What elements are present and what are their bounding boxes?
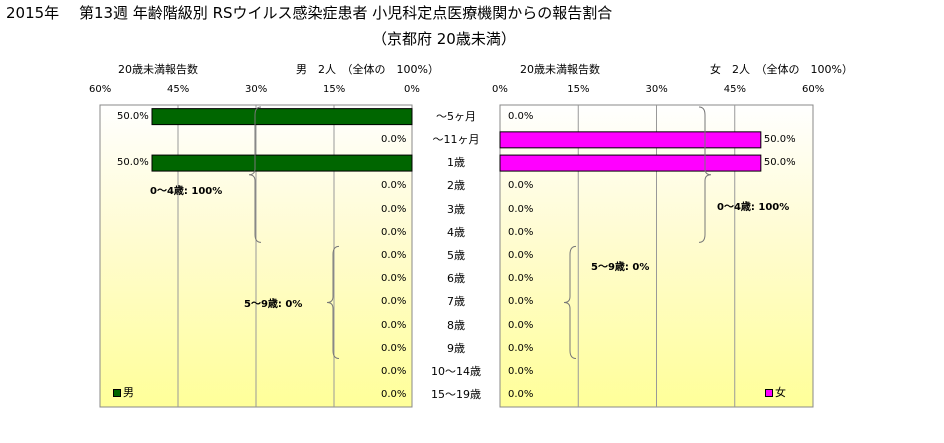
male-value-label: 0.0% [381,319,407,331]
right-summary: 女 2人 （全体の 100%） [710,63,853,76]
left-tick-label: 15% [323,84,346,95]
female-value-label: 0.0% [508,226,534,238]
left-brace-5-9 [326,245,340,360]
right-tick-label: 45% [723,84,746,95]
category-label: ～11ヶ月 [432,132,480,146]
category-label: 10～14歳 [431,365,481,379]
category-label: 7歳 [447,295,465,309]
legend-female: 女 [765,384,786,400]
left-tick-label: 60% [89,84,112,95]
male-value-label: 0.0% [381,273,407,285]
female-value-label: 0.0% [508,296,534,308]
legend-female-label: 女 [775,386,786,399]
male-value-label: 0.0% [381,342,407,354]
right-brace-label-5-9: 5～9歳: 0% [591,262,650,273]
category-label: 4歳 [447,225,465,239]
chart-subtitle: （京都府 20歳未満） [372,30,516,48]
male-value-label: 0.0% [381,296,407,308]
category-label: 3歳 [447,202,465,216]
female-value-label: 50.0% [763,157,796,169]
female-value-label: 0.0% [508,319,534,331]
left-brace-0-4 [248,106,262,243]
category-label: 6歳 [447,272,465,286]
legend-female-swatch [765,389,773,397]
category-label: 2歳 [447,179,465,193]
right-tick-label: 30% [645,84,668,95]
legend-male: 男 [113,384,134,400]
category-label: 5歳 [447,249,465,262]
right-tick-label: 15% [567,84,590,95]
male-bar [151,154,413,172]
category-label: ～5ヶ月 [436,109,476,123]
chart-title: 2015年 第13週 年齢階級別 RSウイルス感染症患者 小児科定点医療機関から… [6,4,613,22]
category-label: 15～19歳 [431,388,481,402]
category-label: 9歳 [447,341,465,355]
male-value-label: 50.0% [117,157,149,169]
male-value-label: 0.0% [381,250,407,261]
left-brace-label-0-4: 0～4歳: 100% [150,186,223,197]
left-tick-label: 30% [245,84,268,95]
female-bar [499,131,762,149]
right-brace-0-4 [698,106,712,243]
legend-male-label: 男 [123,386,134,399]
male-value-label: 0.0% [381,366,407,378]
left-brace-label-5-9: 5～9歳: 0% [244,299,303,310]
male-bar [151,108,413,126]
female-value-label: 0.0% [508,273,534,285]
left-tick-label: 45% [167,84,190,95]
female-value-label: 0.0% [508,203,534,215]
male-value-label: 50.0% [117,110,149,122]
female-bar [499,154,762,172]
male-value-label: 0.0% [381,203,407,215]
right-brace-label-0-4: 0～4歳: 100% [717,202,790,213]
right-brace-5-9 [563,245,577,360]
right-tick-label: 0% [492,84,508,95]
male-value-label: 0.0% [381,226,407,238]
female-value-label: 0.0% [508,180,534,192]
right-tick-label: 60% [802,84,825,95]
left-under20-label: 20歳未満報告数 [118,63,198,76]
male-value-label: 0.0% [381,389,407,401]
female-value-label: 0.0% [508,389,534,401]
right-under20-label: 20歳未満報告数 [520,63,600,76]
left-tick-label: 0% [404,84,420,95]
male-value-label: 0.0% [381,180,407,192]
left-summary: 男 2人 （全体の 100%） [296,63,439,76]
legend-male-swatch [113,389,121,397]
female-value-label: 0.0% [508,110,534,122]
female-value-label: 0.0% [508,342,534,354]
category-label: 8歳 [447,318,465,332]
female-value-label: 0.0% [508,250,534,261]
female-value-label: 50.0% [763,133,796,145]
female-value-label: 0.0% [508,366,534,378]
category-label: 1歳 [447,156,465,170]
male-value-label: 0.0% [381,133,407,145]
